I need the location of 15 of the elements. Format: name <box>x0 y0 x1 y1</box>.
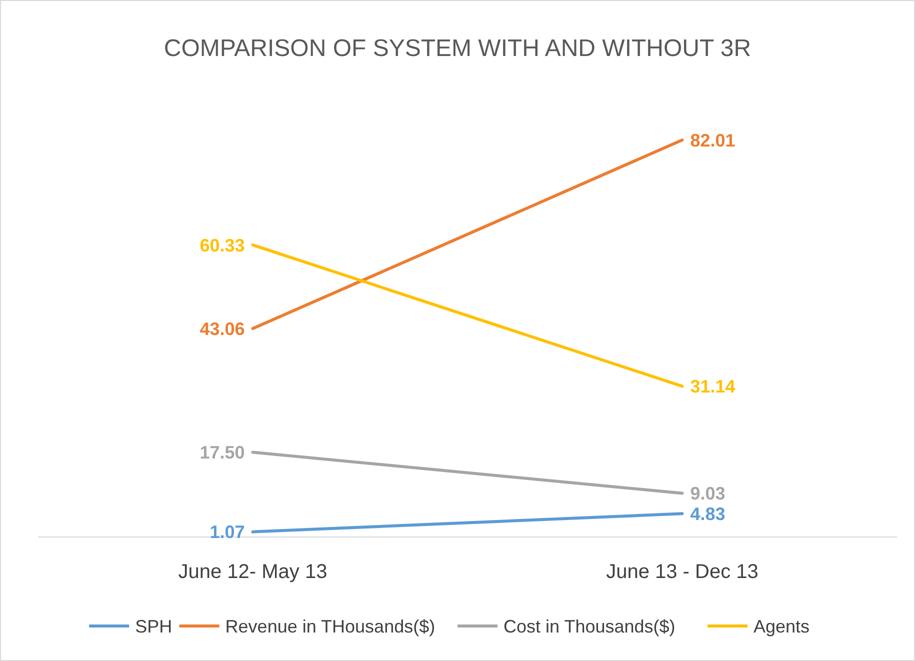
data-label: 43.06 <box>200 318 245 339</box>
legend-label: SPH <box>135 616 172 636</box>
legend-label: Agents <box>754 616 810 636</box>
x-tick-label: June 12- May 13 <box>178 561 328 583</box>
chart-title: COMPARISON OF SYSTEM WITH AND WITHOUT 3R <box>164 35 752 62</box>
data-label: 31.14 <box>690 376 736 397</box>
data-label: 4.83 <box>690 504 726 524</box>
legend-label: Cost in Thousands($) <box>504 616 676 636</box>
data-label: 1.07 <box>210 522 245 542</box>
legend-label: Revenue in THousands($) <box>225 616 436 636</box>
data-label: 17.50 <box>200 442 245 463</box>
data-label: 9.03 <box>690 484 726 504</box>
data-label: 82.01 <box>690 130 736 150</box>
data-label: 60.33 <box>200 235 245 256</box>
x-tick-label: June 13 - Dec 13 <box>606 561 758 583</box>
